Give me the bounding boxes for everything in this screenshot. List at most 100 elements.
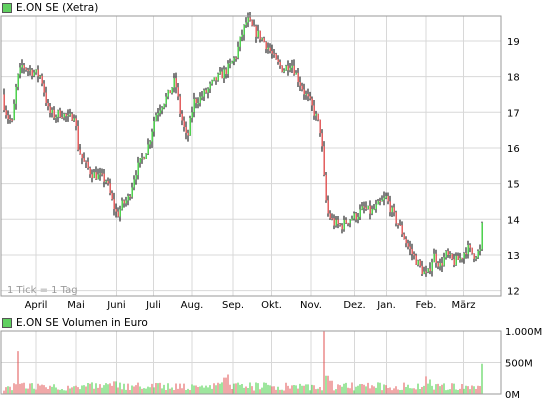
ohlc-bar xyxy=(39,74,41,80)
ohlc-bar xyxy=(261,37,263,42)
ohlc-bar xyxy=(337,216,339,229)
ohlc-bar xyxy=(433,248,435,263)
price-y-tick-label: 16 xyxy=(507,144,520,155)
price-y-tick-label: 15 xyxy=(507,180,520,191)
ohlc-bar xyxy=(323,141,325,177)
ohlc-bar xyxy=(137,156,139,180)
ohlc-bar xyxy=(103,168,105,188)
ohlc-bar xyxy=(205,87,207,94)
ohlc-bar xyxy=(51,107,53,118)
ohlc-bar xyxy=(453,253,455,268)
ohlc-bar xyxy=(395,210,397,227)
ohlc-bar xyxy=(199,92,201,107)
ohlc-bar xyxy=(281,65,283,73)
ohlc-bar xyxy=(271,44,273,59)
ohlc-bar xyxy=(429,262,431,275)
ohlc-bar xyxy=(229,58,231,69)
ohlc-bar xyxy=(279,59,281,69)
ohlc-bar xyxy=(145,153,147,159)
ohlc-bar xyxy=(259,30,261,43)
ohlc-bar xyxy=(419,259,421,268)
ohlc-bar xyxy=(291,59,293,73)
ohlc-bar xyxy=(9,114,11,124)
ohlc-bar xyxy=(285,64,287,71)
ohlc-bar xyxy=(225,67,227,79)
ohlc-bar xyxy=(251,19,253,27)
ohlc-bar xyxy=(197,97,199,109)
ohlc-bar xyxy=(481,221,483,252)
ohlc-bar xyxy=(125,196,127,207)
ohlc-bar xyxy=(61,110,63,119)
ohlc-bar xyxy=(249,12,251,22)
ohlc-bar xyxy=(313,100,315,120)
ohlc-bar xyxy=(235,56,237,62)
ohlc-bar xyxy=(367,205,369,210)
ohlc-bar xyxy=(371,205,373,216)
ohlc-bar xyxy=(23,63,25,74)
ohlc-bar xyxy=(177,83,179,101)
ohlc-bar xyxy=(131,182,133,199)
volume-y-tick-label: 500M xyxy=(505,359,533,370)
ohlc-bar xyxy=(69,108,71,117)
price-x-tick-label: März xyxy=(451,300,475,311)
ohlc-bar xyxy=(275,52,277,60)
ohlc-bar xyxy=(7,110,9,124)
ohlc-bar xyxy=(295,70,297,75)
volume-chart-title: E.ON SE Volumen in Euro xyxy=(16,317,148,329)
ohlc-bar xyxy=(391,205,393,217)
volume-bars xyxy=(3,331,483,394)
ohlc-bar xyxy=(95,166,97,181)
ohlc-bar xyxy=(253,19,255,27)
ohlc-bar xyxy=(325,171,327,203)
ohlc-bar xyxy=(189,115,191,136)
ohlc-bar xyxy=(37,65,39,83)
price-x-tick-label: Mai xyxy=(67,300,85,311)
ohlc-bar xyxy=(361,201,363,211)
ohlc-bar xyxy=(447,248,449,258)
ohlc-bar xyxy=(473,253,475,263)
ohlc-bar xyxy=(43,80,45,97)
volume-y-tick-label: 1.000M xyxy=(505,327,542,338)
ohlc-bar xyxy=(359,204,361,221)
ohlc-bar xyxy=(339,222,341,227)
ohlc-bar xyxy=(45,86,47,107)
ohlc-bar xyxy=(153,116,155,137)
ohlc-bar xyxy=(19,62,21,79)
ohlc-bar xyxy=(33,69,35,78)
tick-note: 1 Tick = 1 Tag xyxy=(7,285,78,296)
ohlc-bar xyxy=(183,116,185,132)
price-y-tick-label: 19 xyxy=(507,37,520,48)
price-x-tick-label: Nov. xyxy=(300,300,322,311)
ohlc-bar xyxy=(99,167,101,181)
ohlc-bar xyxy=(379,197,381,206)
ohlc-bar xyxy=(455,252,457,266)
ohlc-bar xyxy=(293,59,295,76)
ohlc-bar xyxy=(105,179,107,185)
ohlc-bar xyxy=(257,24,259,39)
ohlc-bar xyxy=(173,73,175,93)
ohlc-bar xyxy=(467,240,469,259)
ohlc-bar xyxy=(445,250,447,260)
ohlc-bar xyxy=(213,77,215,82)
ohlc-bar xyxy=(155,112,157,122)
ohlc-bar xyxy=(203,88,205,101)
ohlc-bar xyxy=(319,119,321,137)
ohlc-bar xyxy=(423,266,425,275)
ohlc-bar xyxy=(289,62,291,73)
ohlc-bar xyxy=(383,191,385,206)
ohlc-bar xyxy=(5,105,7,119)
ohlc-bar xyxy=(195,97,197,109)
ohlc-bar xyxy=(129,193,131,201)
ohlc-bar xyxy=(29,65,31,76)
ohlc-bar xyxy=(239,36,241,52)
ohlc-bar xyxy=(377,199,379,205)
price-x-tick-label: Juli xyxy=(145,300,161,311)
ohlc-bar xyxy=(187,129,189,142)
price-x-tick-label: Dez. xyxy=(343,300,365,311)
ohlc-bar xyxy=(431,258,433,277)
ohlc-bar xyxy=(159,104,161,117)
ohlc-bar xyxy=(343,215,345,232)
ohlc-bar xyxy=(135,170,137,185)
ohlc-bar xyxy=(27,67,29,76)
ohlc-bar xyxy=(357,212,359,224)
